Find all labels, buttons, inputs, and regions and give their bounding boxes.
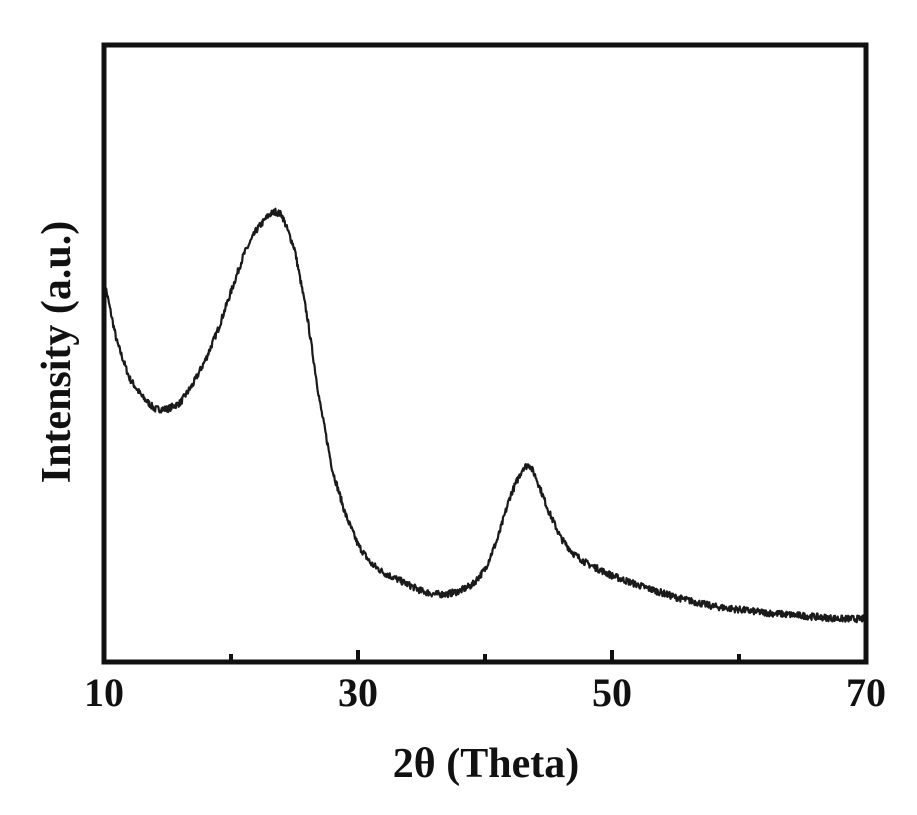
intensity-series-line (102, 207, 867, 624)
y-axis-title: Intensity (a.u.) (34, 221, 80, 484)
x-tick-label-30: 30 (338, 670, 378, 715)
x-axis-tick-labels: 10 30 50 70 (84, 670, 886, 715)
x-tick-label-50: 50 (592, 670, 632, 715)
x-axis-title: 2θ (Theta) (393, 741, 579, 787)
x-tick-label-10: 10 (84, 670, 124, 715)
x-tick-label-70: 70 (846, 670, 886, 715)
plot-frame (101, 42, 869, 665)
